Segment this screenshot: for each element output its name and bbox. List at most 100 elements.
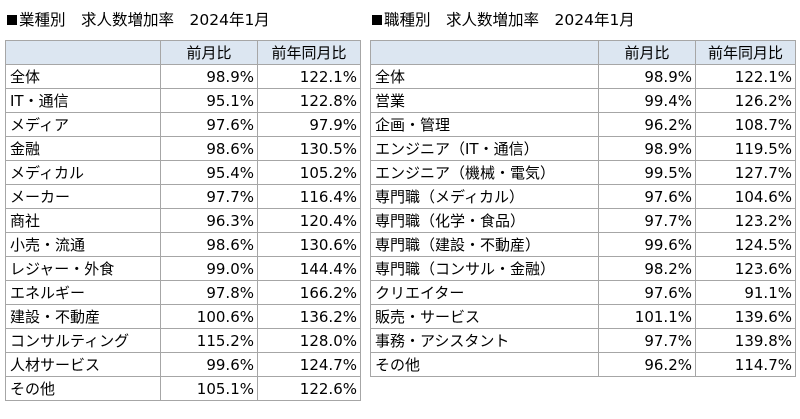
yoy-value: 123.2% — [695, 208, 796, 233]
table-row: 商社 96.3% 120.4% — [5, 208, 361, 233]
table-row: 専門職（建設・不動産） 99.6% 124.5% — [370, 232, 796, 257]
row-label: その他 — [5, 376, 161, 401]
header-yoy: 前年同月比 — [257, 40, 361, 65]
table-row: 事務・アシスタント 97.7% 139.8% — [370, 328, 796, 353]
mom-value: 99.6% — [598, 232, 696, 257]
yoy-value: 166.2% — [257, 280, 361, 305]
mom-value: 95.4% — [160, 160, 258, 185]
header-blank — [5, 40, 161, 65]
header-mom: 前月比 — [160, 40, 258, 65]
mom-value: 97.7% — [598, 208, 696, 233]
mom-value: 99.4% — [598, 88, 696, 113]
yoy-value: 124.7% — [257, 352, 361, 377]
occupation-panel: 職種別 求人数増加率 2024年1月 前月比 前年同月比 全体 98.9% 122.… — [370, 0, 796, 377]
row-label: 専門職（メディカル） — [370, 184, 599, 209]
row-label: エネルギー — [5, 280, 161, 305]
header-blank — [370, 40, 599, 65]
row-label: 専門職（化学・食品） — [370, 208, 599, 233]
yoy-value: 123.6% — [695, 256, 796, 281]
row-label: 金融 — [5, 136, 161, 161]
yoy-value: 136.2% — [257, 304, 361, 329]
mom-value: 98.9% — [598, 136, 696, 161]
row-label: メーカー — [5, 184, 161, 209]
row-label: その他 — [370, 352, 599, 377]
row-label: コンサルティング — [5, 328, 161, 353]
mom-value: 99.5% — [598, 160, 696, 185]
row-label: レジャー・外食 — [5, 256, 161, 281]
industry-table: 前月比 前年同月比 全体 98.9% 122.1% IT・通信 95.1% 122.8% メ… — [5, 40, 361, 401]
yoy-value: 91.1% — [695, 280, 796, 305]
table-row: レジャー・外食 99.0% 144.4% — [5, 256, 361, 281]
table-row: 全体 98.9% 122.1% — [5, 64, 361, 89]
table-row: IT・通信 95.1% 122.8% — [5, 88, 361, 113]
mom-value: 97.6% — [598, 280, 696, 305]
row-label: IT・通信 — [5, 88, 161, 113]
mom-value: 98.9% — [160, 64, 258, 89]
mom-value: 105.1% — [160, 376, 258, 401]
mom-value: 100.6% — [160, 304, 258, 329]
yoy-value: 128.0% — [257, 328, 361, 353]
table-row: その他 105.1% 122.6% — [5, 376, 361, 401]
yoy-value: 139.8% — [695, 328, 796, 353]
row-label: 専門職（建設・不動産） — [370, 232, 599, 257]
yoy-value: 127.7% — [695, 160, 796, 185]
mom-value: 95.1% — [160, 88, 258, 113]
yoy-value: 126.2% — [695, 88, 796, 113]
yoy-value: 122.1% — [257, 64, 361, 89]
mom-value: 97.7% — [160, 184, 258, 209]
mom-value: 97.6% — [598, 184, 696, 209]
table-row: エンジニア（IT・通信） 98.9% 119.5% — [370, 136, 796, 161]
table-row: クリエイター 97.6% 91.1% — [370, 280, 796, 305]
row-label: 専門職（コンサル・金融） — [370, 256, 599, 281]
yoy-value: 122.1% — [695, 64, 796, 89]
yoy-value: 122.8% — [257, 88, 361, 113]
mom-value: 97.7% — [598, 328, 696, 353]
table-row: 小売・流通 98.6% 130.6% — [5, 232, 361, 257]
row-label: 全体 — [370, 64, 599, 89]
header-yoy: 前年同月比 — [695, 40, 796, 65]
table-row: 人材サービス 99.6% 124.7% — [5, 352, 361, 377]
table-row: 販売・サービス 101.1% 139.6% — [370, 304, 796, 329]
row-label: クリエイター — [370, 280, 599, 305]
yoy-value: 144.4% — [257, 256, 361, 281]
table-row: 金融 98.6% 130.5% — [5, 136, 361, 161]
yoy-value: 124.5% — [695, 232, 796, 257]
table-row: メーカー 97.7% 116.4% — [5, 184, 361, 209]
mom-value: 96.2% — [598, 352, 696, 377]
yoy-value: 108.7% — [695, 112, 796, 137]
row-label: 全体 — [5, 64, 161, 89]
mom-value: 98.9% — [598, 64, 696, 89]
row-label: メディカル — [5, 160, 161, 185]
table-row: 企画・管理 96.2% 108.7% — [370, 112, 796, 137]
table-row: 専門職（化学・食品） 97.7% 123.2% — [370, 208, 796, 233]
table-row: その他 96.2% 114.7% — [370, 352, 796, 377]
yoy-value: 104.6% — [695, 184, 796, 209]
row-label: 商社 — [5, 208, 161, 233]
table-row: メディア 97.6% 97.9% — [5, 112, 361, 137]
mom-value: 99.6% — [160, 352, 258, 377]
table-row: 建設・不動産 100.6% 136.2% — [5, 304, 361, 329]
table-row: コンサルティング 115.2% 128.0% — [5, 328, 361, 353]
mom-value: 97.8% — [160, 280, 258, 305]
table-row: エネルギー 97.8% 166.2% — [5, 280, 361, 305]
yoy-value: 105.2% — [257, 160, 361, 185]
mom-value: 99.0% — [160, 256, 258, 281]
row-label: エンジニア（機械・電気） — [370, 160, 599, 185]
yoy-value: 114.7% — [695, 352, 796, 377]
table-row: 専門職（メディカル） 97.6% 104.6% — [370, 184, 796, 209]
row-label: 営業 — [370, 88, 599, 113]
occupation-title: 職種別 求人数増加率 2024年1月 — [370, 0, 795, 40]
table-row: 専門職（コンサル・金融） 98.2% 123.6% — [370, 256, 796, 281]
yoy-value: 97.9% — [257, 112, 361, 137]
row-label: 販売・サービス — [370, 304, 599, 329]
yoy-value: 116.4% — [257, 184, 361, 209]
mom-value: 115.2% — [160, 328, 258, 353]
row-label: 人材サービス — [5, 352, 161, 377]
table-row: メディカル 95.4% 105.2% — [5, 160, 361, 185]
row-label: 建設・不動産 — [5, 304, 161, 329]
yoy-value: 130.6% — [257, 232, 361, 257]
mom-value: 101.1% — [598, 304, 696, 329]
yoy-value: 120.4% — [257, 208, 361, 233]
mom-value: 96.3% — [160, 208, 258, 233]
header-row: 前月比 前年同月比 — [5, 40, 361, 65]
